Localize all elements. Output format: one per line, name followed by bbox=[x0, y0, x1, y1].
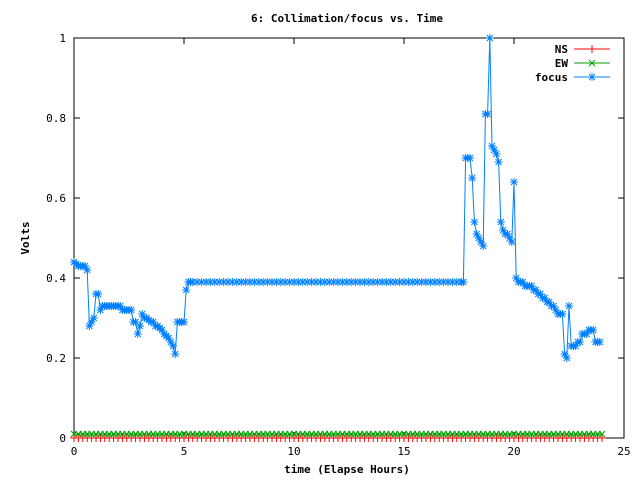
legend-marker-NS bbox=[588, 45, 596, 53]
data-point-focus bbox=[171, 350, 180, 358]
data-point-NS bbox=[598, 434, 606, 442]
plot-border bbox=[73, 37, 625, 439]
data-point-focus bbox=[169, 342, 177, 350]
y-tick-label: 0 bbox=[59, 432, 66, 445]
legend-marker-focus bbox=[588, 73, 596, 81]
data-point-focus bbox=[507, 238, 516, 246]
x-tick-label: 10 bbox=[287, 445, 300, 458]
x-tick-label: 15 bbox=[397, 445, 410, 458]
series-EW bbox=[70, 430, 606, 438]
legend-label-focus: focus bbox=[535, 71, 568, 84]
x-axis-label: time (Elapse Hours) bbox=[284, 463, 410, 476]
axis-ticks: 0 5 10 15 20 25 0 0.2 0.4 0.6 0.8 1 bbox=[46, 32, 631, 458]
data-point-focus bbox=[133, 330, 142, 338]
series-focus bbox=[70, 34, 604, 362]
legend-label-NS: NS bbox=[555, 43, 568, 56]
data-point-focus bbox=[89, 314, 98, 322]
data-point-focus bbox=[470, 218, 479, 226]
x-tick-label: 0 bbox=[71, 445, 78, 458]
data-point-focus bbox=[496, 218, 505, 226]
data-point-focus bbox=[479, 242, 488, 250]
legend-label-EW: EW bbox=[555, 57, 569, 70]
data-point-focus bbox=[83, 266, 92, 274]
series-line-focus bbox=[73, 37, 600, 360]
legend-marker-EW bbox=[588, 59, 596, 67]
x-tick-label: 5 bbox=[181, 445, 188, 458]
data-point-EW bbox=[598, 430, 606, 438]
x-tick-label: 20 bbox=[507, 445, 520, 458]
data-point-focus bbox=[136, 322, 144, 330]
data-point-focus bbox=[180, 318, 188, 326]
y-tick-label: 0.2 bbox=[46, 352, 66, 365]
data-point-focus bbox=[131, 318, 140, 326]
data-point-focus bbox=[510, 178, 518, 186]
data-point-focus bbox=[182, 286, 191, 294]
data-point-focus bbox=[468, 174, 477, 182]
data-point-focus bbox=[485, 34, 494, 42]
data-point-focus bbox=[87, 318, 96, 326]
y-tick-label: 1 bbox=[59, 32, 66, 45]
data-point-focus bbox=[494, 158, 503, 166]
y-tick-label: 0.8 bbox=[46, 112, 66, 125]
data-point-focus bbox=[589, 326, 598, 334]
y-tick-label: 0.6 bbox=[46, 192, 66, 205]
data-point-focus bbox=[483, 110, 492, 118]
data-point-focus bbox=[562, 354, 571, 362]
data-point-focus bbox=[558, 310, 567, 318]
y-tick-label: 0.4 bbox=[46, 272, 66, 285]
data-point-focus bbox=[492, 150, 501, 158]
data-point-focus bbox=[576, 338, 584, 346]
y-axis-label: Volts bbox=[19, 221, 32, 254]
x-tick-label: 25 bbox=[617, 445, 630, 458]
data-point-focus bbox=[459, 278, 468, 286]
chart-title: 6: Collimation/focus vs. Time bbox=[251, 12, 443, 25]
data-point-focus bbox=[127, 306, 136, 314]
data-point-focus bbox=[94, 290, 103, 298]
series-NS bbox=[70, 434, 606, 442]
plot-frame bbox=[73, 37, 625, 439]
data-point-focus bbox=[595, 338, 604, 346]
data-point-focus bbox=[565, 302, 573, 310]
data-point-focus bbox=[466, 154, 474, 162]
series-layer bbox=[70, 34, 606, 442]
